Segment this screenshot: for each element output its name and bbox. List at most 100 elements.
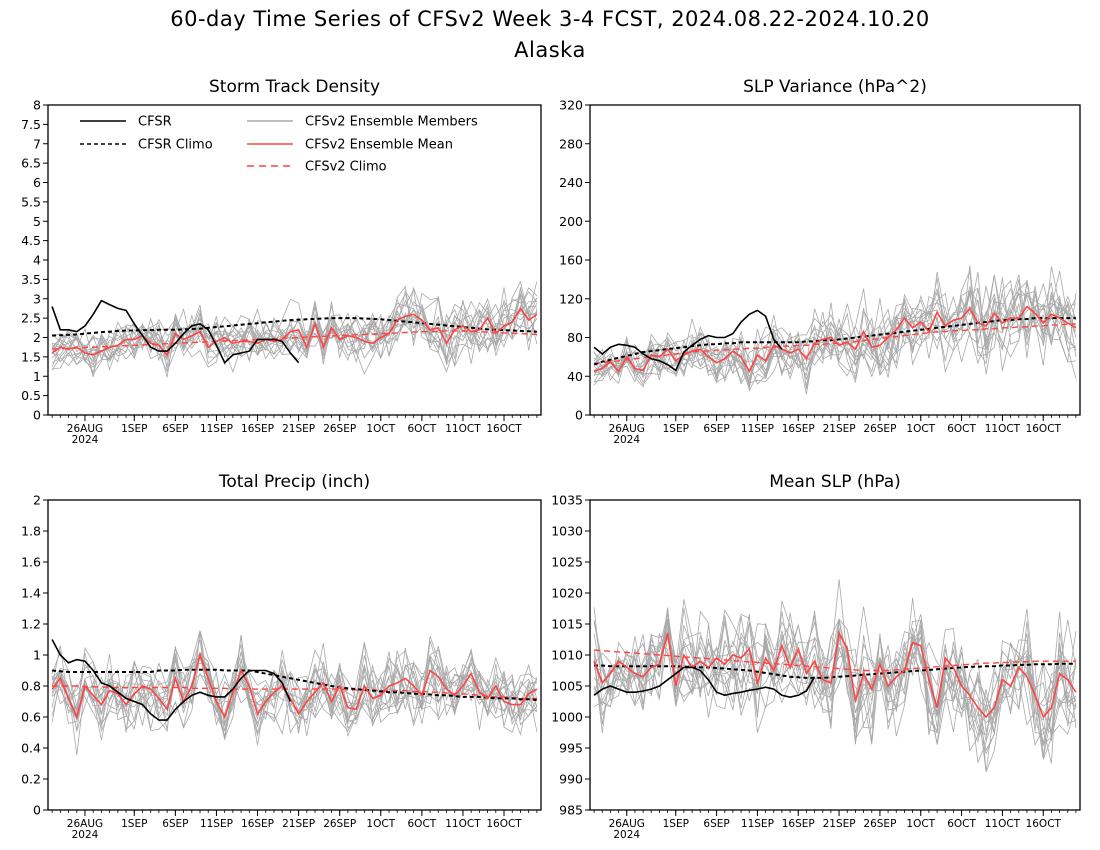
y-tick-label: 1015 xyxy=(551,617,583,632)
ensemble-member-line xyxy=(52,630,537,746)
x-year-label: 2024 xyxy=(72,829,99,841)
panel-title: Total Precip (inch) xyxy=(218,472,370,492)
x-tick-label: 16OCT xyxy=(1026,818,1062,830)
x-year-label: 2024 xyxy=(613,434,640,446)
ensemble-members xyxy=(51,280,538,378)
plot-area xyxy=(51,630,538,756)
y-tick-label: 0.6 xyxy=(21,710,41,725)
y-tick-label: 2.5 xyxy=(21,311,41,326)
x-tick-label: 26AUG xyxy=(67,818,103,830)
figure-subtitle: Alaska xyxy=(514,38,586,62)
series-cfsv2-climo xyxy=(594,649,1076,672)
series-cfsr xyxy=(51,639,292,721)
x-tick-label: 21SEP xyxy=(823,818,856,830)
y-tick-label: 40 xyxy=(567,369,583,384)
x-year-label: 2024 xyxy=(72,434,99,446)
y-tick-label: 4 xyxy=(33,253,41,268)
x-tick-label: 1OCT xyxy=(906,423,935,435)
x-tick-label: 26AUG xyxy=(609,423,645,435)
ensemble-member-line xyxy=(51,281,538,371)
ensemble-member-line xyxy=(51,287,538,368)
x-tick-label: 11SEP xyxy=(200,818,233,830)
y-tick-label: 3.5 xyxy=(21,272,41,287)
ensemble-member-line xyxy=(593,294,1077,389)
ensemble-member-line xyxy=(51,287,537,375)
x-tick-label: 1SEP xyxy=(121,423,147,435)
y-tick-label: 995 xyxy=(559,741,583,756)
x-tick-label: 16SEP xyxy=(782,818,815,830)
ensemble-member-line xyxy=(52,280,538,378)
x-axis: 26AUG 1SEP 6SEP 11SEP 16SEP 21SEP 26SEP 1OCT 6OC… xyxy=(51,810,538,841)
y-tick-label: 320 xyxy=(559,98,583,113)
x-tick-label: 16OCT xyxy=(486,423,522,435)
panel-title: SLP Variance (hPa^2) xyxy=(743,77,927,97)
series-cfsv2-ensemble-mean xyxy=(51,652,538,720)
x-tick-label: 6OCT xyxy=(947,423,976,435)
y-tick-label: 1.6 xyxy=(21,555,41,570)
plot-area xyxy=(593,579,1077,773)
y-tick-label: 4.5 xyxy=(21,233,41,248)
x-tick-label: 11OCT xyxy=(985,818,1021,830)
y-tick-label: 2 xyxy=(33,330,41,345)
x-tick-label: 1SEP xyxy=(121,818,147,830)
y-tick-label: 5.5 xyxy=(21,194,41,209)
x-tick-label: 6OCT xyxy=(408,423,437,435)
panel-storm-track-density: Storm Track Density 0 0.5 1 1.5 2 2.5 3 3.5 4 4.5 5… xyxy=(21,77,542,446)
x-axis: 26AUG 1SEP 6SEP 11SEP 16SEP 21SEP 26SEP 1OCT 6OC… xyxy=(593,415,1077,446)
x-tick-label: 1SEP xyxy=(663,818,689,830)
legend: CFSR CFSR Climo CFSv2 Ensemble Members CFSv… xyxy=(80,115,478,175)
y-tick-label: 0.2 xyxy=(21,772,41,787)
y-tick-label: 1.4 xyxy=(21,586,41,601)
y-tick-label: 0 xyxy=(575,408,583,423)
y-tick-label: 985 xyxy=(559,803,583,818)
y-tick-label: 6 xyxy=(33,175,41,190)
ensemble-member-line xyxy=(51,647,538,740)
legend-label-members: CFSv2 Ensemble Members xyxy=(305,115,478,130)
x-tick-label: 1OCT xyxy=(366,423,395,435)
y-tick-label: 1025 xyxy=(551,555,583,570)
x-axis: 26AUG 1SEP 6SEP 11SEP 16SEP 21SEP 26SEP 1OCT 6OC… xyxy=(51,415,538,446)
x-tick-label: 16SEP xyxy=(782,423,815,435)
legend-label-cfsr-climo: CFSR Climo xyxy=(138,138,213,153)
y-tick-label: 990 xyxy=(559,772,583,787)
y-axis: 0 0.2 0.4 0.6 0.8 1 1.2 1.4 1.6 1.8 2 xyxy=(21,493,48,818)
x-year-label: 2024 xyxy=(613,829,640,841)
ensemble-member-line xyxy=(51,292,538,365)
y-tick-label: 7 xyxy=(33,136,41,151)
series-cfsv2-ensemble-mean xyxy=(51,306,538,357)
ensemble-member-line xyxy=(51,290,538,366)
ensemble-member-line xyxy=(593,270,1077,383)
x-tick-label: 11SEP xyxy=(200,423,233,435)
series-cfsv2-ensemble-mean xyxy=(593,305,1077,374)
y-tick-label: 120 xyxy=(559,291,583,306)
y-tick-label: 1 xyxy=(33,648,41,663)
y-tick-label: 0.8 xyxy=(21,679,41,694)
y-tick-label: 1 xyxy=(33,369,41,384)
x-tick-label: 6OCT xyxy=(408,818,437,830)
y-tick-label: 0 xyxy=(33,408,41,423)
x-tick-label: 16SEP xyxy=(241,818,274,830)
y-tick-label: 1035 xyxy=(551,493,583,508)
y-tick-label: 1.2 xyxy=(21,617,41,632)
ensemble-member-line xyxy=(593,623,1077,744)
y-tick-label: 0.4 xyxy=(21,741,41,756)
x-tick-label: 6SEP xyxy=(703,423,729,435)
ensemble-member-line xyxy=(593,610,1077,755)
series-cfsr-climo xyxy=(594,662,1076,679)
y-tick-label: 1.5 xyxy=(21,349,41,364)
x-tick-label: 6SEP xyxy=(703,818,729,830)
figure-title-block: 60-day Time Series of CFSv2 Week 3-4 FCS… xyxy=(0,4,1100,66)
y-tick-label: 1005 xyxy=(551,679,583,694)
x-tick-label: 26SEP xyxy=(323,818,356,830)
x-tick-label: 1OCT xyxy=(366,818,395,830)
series-cfsv2-climo xyxy=(52,330,537,350)
y-axis: 0 40 80 120 160 200 240 280 320 xyxy=(559,98,590,423)
ensemble-members xyxy=(593,265,1077,395)
x-tick-label: 16SEP xyxy=(241,423,274,435)
plot-frame xyxy=(47,104,542,416)
x-tick-label: 26AUG xyxy=(609,818,645,830)
x-tick-label: 16OCT xyxy=(1026,423,1062,435)
x-tick-label: 26SEP xyxy=(863,423,896,435)
y-tick-label: 280 xyxy=(559,136,583,151)
